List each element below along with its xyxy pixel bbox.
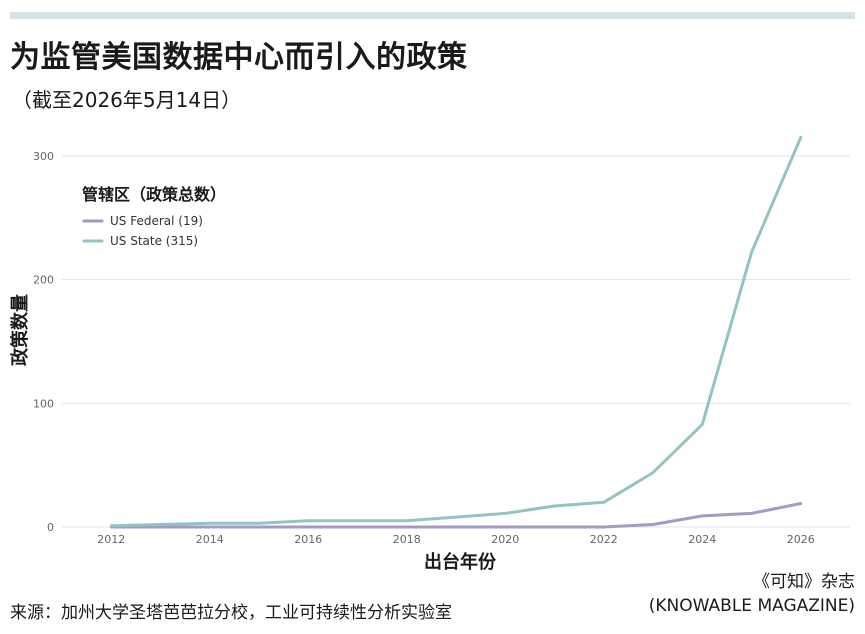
- x-tick-label: 2016: [294, 533, 322, 546]
- y-tick-label: 100: [33, 397, 54, 410]
- top-accent-bar: [10, 12, 855, 19]
- x-axis-label: 出台年份: [424, 551, 497, 573]
- x-tick-label: 2026: [787, 533, 815, 546]
- legend: 管辖区（政策总数） US Federal (19) US State (315): [82, 185, 226, 248]
- series-lines: [109, 135, 803, 529]
- y-axis-label: 政策数量: [9, 294, 31, 366]
- x-tick-label: 2020: [491, 533, 519, 546]
- x-tick-label: 2012: [97, 533, 125, 546]
- series-line-us-state: [109, 135, 803, 528]
- source-note: 来源：加州大学圣塔芭芭拉分校，工业可持续性分析实验室: [10, 603, 452, 623]
- chart-subtitle: （截至2026年5月14日）: [12, 88, 242, 112]
- credit-line-2: (KNOWABLE MAGAZINE): [648, 596, 855, 616]
- x-tick-label: 2018: [393, 533, 421, 546]
- credit: 《可知》杂志 (KNOWABLE MAGAZINE): [649, 570, 855, 618]
- x-tick-labels: 2012 2014 2016 2018 2020 2022 2024 2026: [97, 533, 815, 546]
- legend-entry: US State (315): [110, 234, 198, 248]
- x-tick-label: 2014: [196, 533, 224, 546]
- y-tick-labels: 0 100 200 300: [33, 150, 54, 534]
- y-tick-label: 0: [47, 521, 54, 534]
- x-tick-label: 2022: [590, 533, 618, 546]
- legend-entry: US Federal (19): [110, 214, 203, 228]
- series-line-us-federal: [109, 502, 803, 529]
- chart-title: 为监管美国数据中心而引入的政策: [10, 40, 468, 75]
- legend-title: 管辖区（政策总数）: [82, 185, 226, 204]
- grid-lines: [62, 155, 850, 528]
- credit-line-1: 《可知》杂志: [753, 572, 855, 592]
- x-tick-label: 2024: [688, 533, 716, 546]
- y-tick-label: 300: [33, 150, 54, 163]
- y-tick-label: 200: [33, 274, 54, 287]
